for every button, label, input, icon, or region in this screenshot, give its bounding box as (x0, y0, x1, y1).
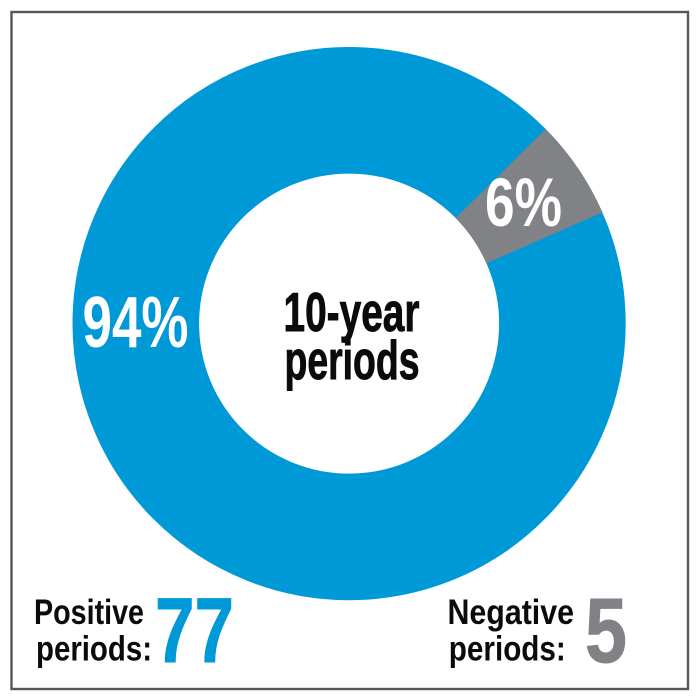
svg-text:periods:: periods: (36, 629, 152, 669)
svg-text:Positive: Positive (34, 592, 144, 632)
svg-text:periods: periods (285, 329, 420, 391)
svg-text:77: 77 (155, 580, 234, 682)
svg-text:6%: 6% (485, 164, 562, 241)
svg-text:10-year: 10-year (284, 281, 420, 343)
svg-text:94%: 94% (83, 282, 189, 363)
svg-text:Negative: Negative (448, 592, 575, 632)
svg-text:5: 5 (585, 580, 627, 682)
svg-text:periods:: periods: (449, 629, 566, 669)
